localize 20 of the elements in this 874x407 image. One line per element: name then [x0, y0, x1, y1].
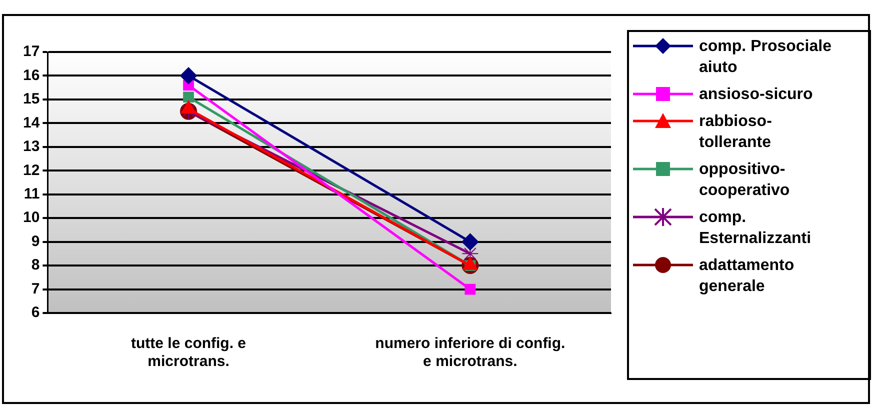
x-tick-label: tutte le config. e microtrans.	[131, 335, 246, 370]
legend-label: comp. Prosociale aiuto	[699, 37, 832, 78]
y-tick-label: 14	[22, 114, 40, 132]
legend-label: oppositivo-cooperativo	[699, 160, 791, 201]
y-tick-label: 9	[31, 232, 40, 250]
y-tick-label: 16	[22, 66, 40, 84]
y-tick-label: 15	[22, 90, 40, 108]
legend-label: adattamento generale	[699, 256, 796, 297]
legend-label: ansioso-sicuro	[699, 85, 813, 105]
y-tick-label: 6	[31, 304, 40, 322]
legend-label: comp. Esternalizzanti	[699, 208, 812, 249]
y-tick-label: 10	[22, 209, 40, 226]
y-tick-label: 7	[31, 280, 40, 298]
y-tick-label: 13	[22, 138, 40, 156]
x-tick-label: numero inferiore di config. e microtrans.	[375, 335, 566, 370]
y-tick-label: 11	[24, 186, 40, 203]
y-tick-label: 17	[22, 43, 40, 60]
y-tick-label: 8	[31, 256, 40, 274]
y-tick-label: 12	[22, 162, 40, 179]
legend-label: rabbioso-tollerante	[699, 112, 773, 153]
